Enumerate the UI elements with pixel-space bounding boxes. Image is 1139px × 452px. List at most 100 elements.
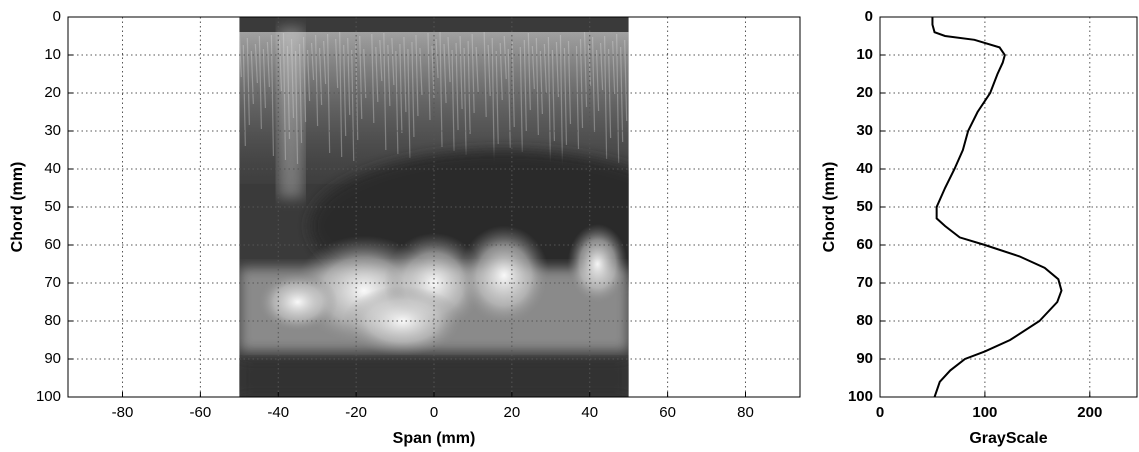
image-streak	[608, 48, 612, 139]
x-tick-label: 200	[1077, 404, 1102, 421]
image-streak	[447, 36, 451, 83]
image-streak	[399, 43, 403, 134]
image-streak	[343, 44, 347, 137]
image-streak	[443, 43, 447, 104]
y-tick-label: 70	[856, 274, 873, 291]
image-streak	[266, 41, 271, 88]
image-streak	[379, 39, 383, 82]
y-tick-label: 90	[44, 350, 61, 367]
x-tick-label: -80	[112, 404, 134, 421]
image-streak	[519, 46, 523, 153]
image-streak	[242, 44, 246, 147]
image-streak	[319, 47, 323, 106]
image-streak	[523, 39, 527, 132]
y-tick-label: 10	[44, 46, 61, 63]
image-streak	[339, 31, 343, 158]
image-streak	[531, 45, 535, 90]
y-tick-label: 100	[36, 388, 61, 405]
image-streak	[579, 38, 584, 129]
axes-frame	[879, 16, 1138, 398]
x-axis-label: Span (mm)	[393, 430, 476, 447]
image-streak	[258, 35, 262, 130]
image-streak	[435, 38, 439, 79]
x-tick-label: -60	[190, 404, 212, 421]
image-streak	[527, 32, 531, 111]
image-streak	[403, 36, 407, 113]
y-tick-label: 60	[856, 236, 873, 253]
x-axis-label: GrayScale	[969, 430, 1047, 447]
y-tick-label: 70	[44, 274, 61, 291]
axes-frame	[67, 16, 801, 398]
x-tick-label: 0	[876, 404, 884, 421]
x-tick-label: 20	[504, 404, 521, 421]
image-streak	[467, 40, 471, 135]
image-streak	[487, 44, 491, 97]
image-streak	[371, 33, 375, 124]
image-streak	[250, 50, 254, 105]
image-streak	[310, 42, 315, 81]
image-streak	[612, 40, 616, 95]
image-streak	[314, 34, 319, 127]
image-streak	[559, 34, 564, 167]
y-tick-label: 40	[856, 160, 873, 177]
image-streak	[575, 45, 580, 150]
y-tick-label: 20	[44, 84, 61, 101]
image-streak	[491, 37, 495, 166]
image-streak	[359, 35, 363, 120]
image-streak	[539, 50, 543, 115]
image-streak	[555, 41, 560, 98]
x-tick-label: 60	[659, 404, 676, 421]
y-tick-label: 90	[856, 350, 873, 367]
image-streak	[327, 33, 331, 154]
image-streak	[616, 33, 620, 164]
x-tick-label: -20	[345, 404, 367, 421]
y-tick-label: 10	[856, 46, 873, 63]
image-bright-column	[278, 27, 304, 198]
image-streak	[335, 38, 339, 89]
image-streak	[355, 42, 359, 141]
image-streak	[246, 37, 250, 126]
image-streak	[551, 49, 556, 142]
y-axis-label: Chord (mm)	[9, 162, 26, 253]
image-streak	[415, 34, 419, 117]
image-streak	[351, 49, 355, 162]
image-streak	[583, 31, 588, 108]
image-streak	[471, 33, 475, 114]
image-streak	[620, 46, 624, 143]
x-tick-label: 100	[972, 404, 997, 421]
y-tick-label: 0	[53, 8, 61, 25]
image-streak	[463, 47, 467, 156]
x-tick-label: 0	[430, 404, 438, 421]
image-streak	[599, 42, 604, 91]
image-glow	[459, 225, 550, 326]
image-streak	[262, 48, 267, 109]
image-glow	[257, 272, 338, 332]
data-line	[931, 17, 1063, 398]
image-streak	[624, 39, 628, 122]
image-streak	[427, 32, 431, 121]
image-streak	[543, 43, 547, 94]
image-streak	[411, 41, 415, 138]
image-streak	[439, 31, 443, 148]
y-tick-label: 20	[856, 84, 873, 101]
y-tick-label: 80	[856, 312, 873, 329]
image-glow	[567, 224, 628, 304]
y-tick-label: 60	[44, 236, 61, 253]
image-streak	[347, 37, 351, 116]
y-tick-label: 80	[44, 312, 61, 329]
y-axis-label: Chord (mm)	[821, 162, 838, 253]
image-streak	[535, 37, 539, 136]
y-tick-label: 0	[865, 8, 873, 25]
y-tick-label: 100	[848, 388, 873, 405]
image-streak	[306, 49, 311, 102]
x-tick-label: -40	[267, 404, 289, 421]
image-streak	[391, 37, 395, 86]
y-tick-label: 40	[44, 160, 61, 177]
image-streak	[254, 43, 258, 84]
image-streak	[595, 49, 600, 112]
image-streak	[499, 42, 503, 101]
image-streak	[459, 35, 463, 110]
image-streak	[511, 41, 515, 128]
image-streak	[323, 40, 327, 85]
